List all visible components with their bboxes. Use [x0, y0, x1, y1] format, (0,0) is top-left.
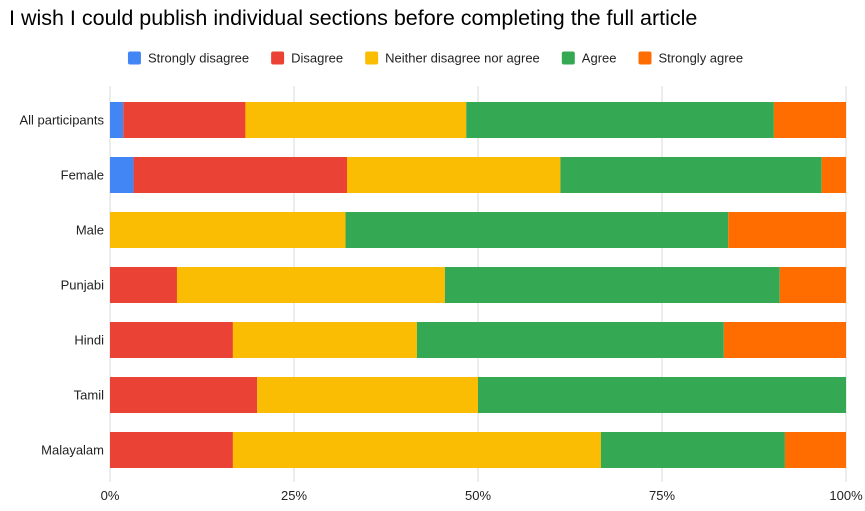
legend-label: Neither disagree nor agree — [385, 51, 540, 66]
legend-label: Agree — [582, 51, 617, 66]
category-label: Punjabi — [61, 278, 104, 293]
legend-swatch — [561, 51, 575, 65]
legend-item: Disagree — [271, 51, 343, 66]
x-tick-label: 100% — [829, 488, 863, 503]
legend-label: Strongly agree — [659, 51, 744, 66]
legend-label: Strongly disagree — [148, 51, 249, 66]
bar-segment — [110, 322, 233, 358]
x-tick-label: 0% — [101, 488, 120, 503]
x-tick-labels: 0% 25% 50% 75% 100% — [101, 488, 863, 503]
legend-swatch — [127, 51, 141, 65]
legend-label: Disagree — [291, 51, 343, 66]
bar-segment — [444, 267, 780, 303]
bar-segment — [345, 212, 729, 248]
bar-segment — [416, 322, 724, 358]
bar-segment — [133, 157, 347, 193]
category-label: Malayalam — [41, 443, 104, 458]
bar-segment — [466, 102, 774, 138]
x-tick-label: 50% — [465, 488, 491, 503]
bar-segment — [232, 432, 601, 468]
bar-segment — [123, 102, 246, 138]
legend-item: Neither disagree nor agree — [365, 51, 540, 66]
bar-segment — [257, 377, 478, 413]
category-label: Hindi — [74, 333, 104, 348]
bar-segment — [821, 157, 846, 193]
x-tick-label: 75% — [649, 488, 675, 503]
bar-segment — [110, 102, 124, 138]
legend-swatch — [365, 51, 379, 65]
bar-segment — [110, 212, 346, 248]
category-label: Female — [61, 168, 104, 183]
bar-segment — [723, 322, 846, 358]
bar-segment — [773, 102, 846, 138]
bars — [110, 102, 846, 468]
bar-segment — [478, 377, 846, 413]
bar-segment — [110, 377, 258, 413]
legend: Strongly disagree Disagree Neither disagre… — [127, 51, 744, 66]
bar-segment — [728, 212, 846, 248]
category-label: All participants — [19, 113, 104, 128]
bar-segment — [232, 322, 417, 358]
bar-segment — [245, 102, 467, 138]
bar-segment — [784, 432, 846, 468]
legend-item: Agree — [561, 51, 617, 66]
bar-segment — [346, 157, 561, 193]
bar-segment — [110, 157, 134, 193]
category-label: Tamil — [74, 388, 104, 403]
bar-segment — [176, 267, 445, 303]
legend-swatch — [638, 51, 652, 65]
x-tick-label: 25% — [281, 488, 307, 503]
legend-item: Strongly disagree — [127, 51, 249, 66]
bar-segment — [600, 432, 785, 468]
bar-segment — [110, 432, 233, 468]
bar-segment — [779, 267, 846, 303]
category-labels: All participants Female Male Punjabi Hindi Ta… — [19, 113, 104, 458]
chart-title: I wish I could publish individual sectio… — [9, 6, 698, 30]
bar-segment — [110, 267, 177, 303]
legend-swatch — [271, 51, 285, 65]
legend-item: Strongly agree — [638, 51, 744, 66]
category-label: Male — [76, 223, 104, 238]
bar-segment — [560, 157, 822, 193]
